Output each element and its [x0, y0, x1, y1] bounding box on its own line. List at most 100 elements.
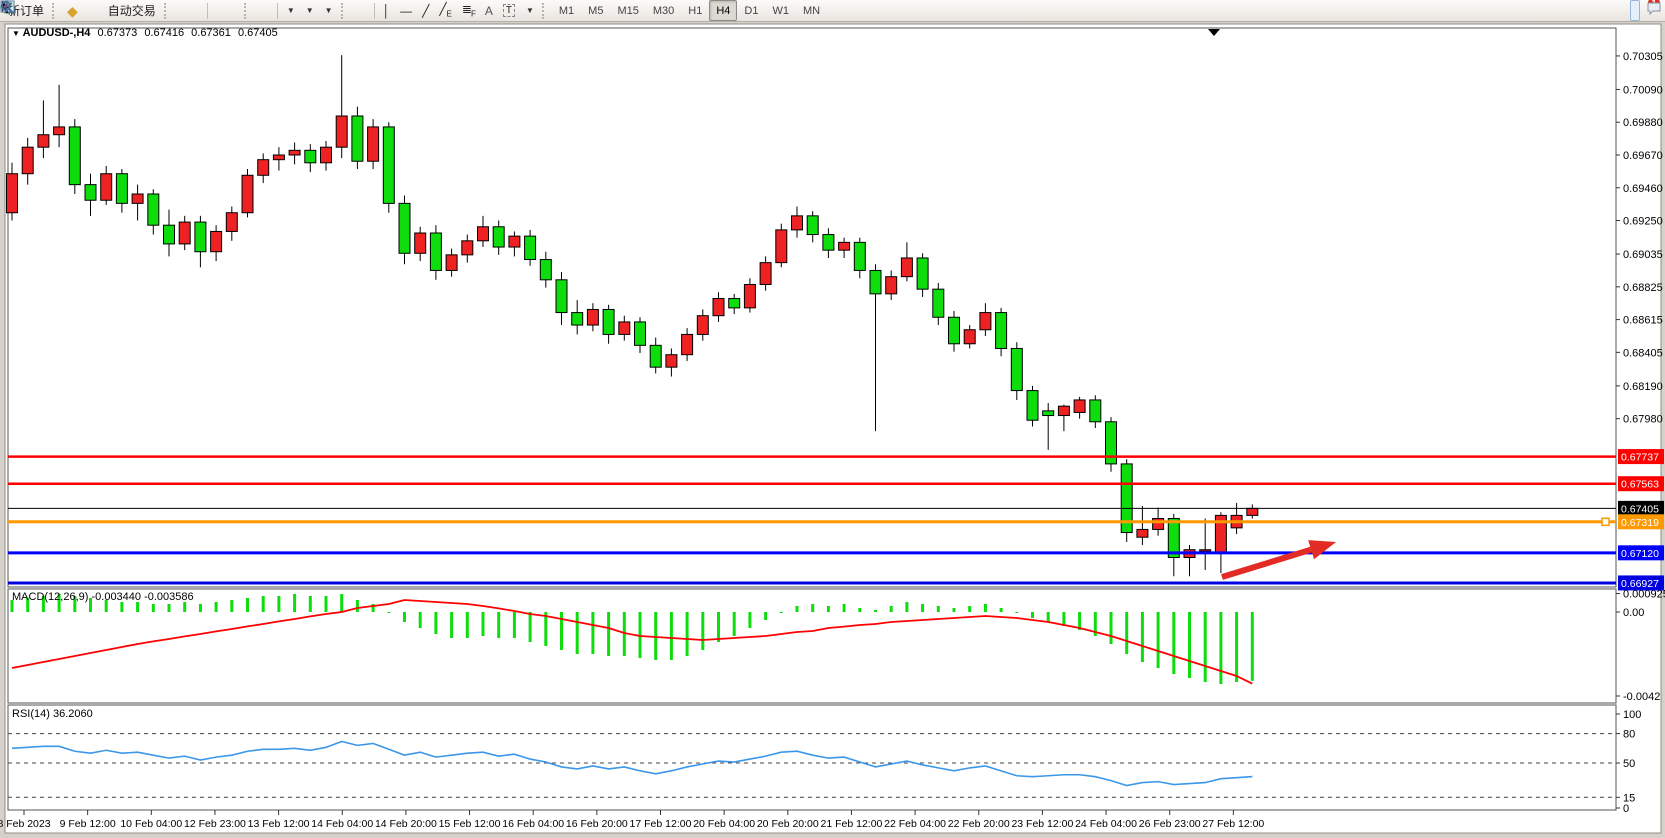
notifications-button[interactable]: 1: [1646, 0, 1661, 21]
hline-tool-button[interactable]: —: [395, 0, 417, 21]
channel-icon: ╱E: [439, 1, 452, 19]
svg-text:14 Feb 20:00: 14 Feb 20:00: [375, 818, 437, 830]
annotation-arrow[interactable]: [1221, 540, 1336, 580]
toolbar-grip: [163, 2, 171, 19]
svg-text:22 Feb 20:00: 22 Feb 20:00: [948, 818, 1010, 830]
main-toolbar: 新订单 ◆ 自动交易: [0, 0, 1665, 22]
macd-signal-line: [11, 599, 1253, 685]
svg-text:0.69250: 0.69250: [1623, 216, 1663, 228]
timeframe-m1-button[interactable]: M1: [558, 4, 575, 17]
rsi-indicator-label: RSI(14) 36.2060: [12, 708, 93, 720]
svg-text:0.68615: 0.68615: [1623, 315, 1663, 327]
main-pane: [7, 27, 1617, 588]
chart-title-bar[interactable]: ▼ AUDUSD-,H4 0.67373 0.67416 0.67361 0.6…: [12, 27, 278, 39]
svg-text:14 Feb 04:00: 14 Feb 04:00: [311, 818, 373, 830]
timeframe-d1-button[interactable]: D1: [744, 4, 759, 17]
chevron-down-icon: ▼: [324, 6, 333, 15]
rsi-pane: [7, 704, 1617, 811]
candle-chart-button[interactable]: [1, 0, 194, 21]
arrange-charts-button[interactable]: [0, 0, 264, 21]
toolbar-separator: [373, 2, 375, 19]
step-chart-button[interactable]: [0, 0, 274, 21]
timeframe-m30-button[interactable]: M30: [652, 4, 675, 17]
search-button[interactable]: [1, 0, 1640, 21]
add-indicator-button[interactable]: ▼: [0, 0, 300, 21]
periods-button[interactable]: ▼: [0, 0, 319, 21]
price-badge: [1618, 514, 1664, 530]
chevron-down-icon: ▼: [305, 6, 314, 15]
chat-icon: [1647, 2, 1661, 15]
svg-text:15: 15: [1623, 792, 1635, 804]
svg-text:13 Feb 12:00: 13 Feb 12:00: [248, 818, 310, 830]
price-badge: [1618, 575, 1664, 591]
line-chart-button[interactable]: [0, 0, 204, 21]
svg-text:24 Feb 04:00: 24 Feb 04:00: [1075, 818, 1137, 830]
timeframe-m15-button[interactable]: M15: [617, 4, 639, 17]
ohlc-close: 0.67405: [237, 27, 278, 39]
toolbar-grip: [243, 2, 251, 19]
svg-text:21 Feb 12:00: 21 Feb 12:00: [821, 818, 883, 830]
trendline-tool-button[interactable]: ╱: [417, 0, 434, 21]
svg-text:0.70305: 0.70305: [1623, 51, 1663, 63]
timeframe-h1-button[interactable]: H1: [688, 4, 703, 17]
svg-text:0.67563: 0.67563: [1621, 479, 1659, 491]
ohlc-low: 0.67361: [191, 27, 231, 39]
svg-text:-0.0042: -0.0042: [1623, 691, 1660, 703]
timeframe-h4-button[interactable]: H4: [709, 0, 738, 21]
svg-text:0.67319: 0.67319: [1621, 517, 1659, 529]
svg-text:26 Feb 23:00: 26 Feb 23:00: [1139, 818, 1201, 830]
gold-icon: ◆: [67, 2, 78, 19]
auto-trading-button[interactable]: 自动交易: [0, 0, 161, 21]
zoom-out-button[interactable]: [1, 0, 231, 21]
svg-text:10 Feb 04:00: 10 Feb 04:00: [120, 818, 182, 830]
svg-text:0.67120: 0.67120: [1621, 548, 1659, 560]
shapes-tool-button[interactable]: ▼: [1, 0, 539, 21]
zoom-in-button[interactable]: [1, 0, 221, 21]
trendline-icon: ╱: [422, 3, 430, 18]
label-tool-button[interactable]: T: [498, 0, 520, 21]
timeframe-m5-button[interactable]: M5: [588, 4, 604, 17]
svg-text:0: 0: [1623, 803, 1629, 815]
svg-text:27 Feb 12:00: 27 Feb 12:00: [1202, 818, 1264, 830]
new-order-label: 新订单: [8, 4, 45, 18]
chevron-down-icon: ▼: [286, 6, 295, 15]
tile-windows-button[interactable]: [1, 0, 241, 21]
terminal-button[interactable]: [0, 0, 93, 21]
templates-button[interactable]: ▼: [0, 0, 338, 21]
bar-chart-button[interactable]: [1, 0, 184, 21]
svg-text:20 Feb 04:00: 20 Feb 04:00: [693, 818, 755, 830]
vline-tool-button[interactable]: │: [378, 0, 396, 21]
text-icon: A: [484, 3, 493, 18]
macd-values: -0.003440 -0.003586: [91, 591, 194, 603]
timeframe-mn-button[interactable]: MN: [802, 4, 821, 17]
timeframe-w1-button[interactable]: W1: [772, 4, 789, 17]
horizontal-levels: 0.67737 0.67563 0.67405 0.67319 0.67120 0.669…: [8, 449, 1664, 591]
svg-text:0.67980: 0.67980: [1623, 414, 1663, 426]
macd-indicator-label: MACD(12,26,9) -0.003440 -0.003586: [12, 591, 194, 603]
crosshair-tool-button[interactable]: [1, 0, 371, 21]
svg-text:100: 100: [1623, 709, 1641, 721]
date-axis: 8 Feb 2023 9 Feb 12:00 10 Feb 04:00 12 Feb …: [0, 810, 1264, 830]
channel-tool-button[interactable]: ╱E: [434, 0, 457, 21]
svg-text:8 Feb 2023: 8 Feb 2023: [0, 818, 51, 830]
text-tool-button[interactable]: A: [480, 0, 498, 21]
rsi-axis: 100 80 50 150: [8, 709, 1641, 815]
fibonacci-tool-button[interactable]: ≣F: [457, 0, 480, 21]
collapse-icon[interactable]: ▼: [12, 29, 20, 38]
svg-text:20 Feb 20:00: 20 Feb 20:00: [757, 818, 819, 830]
svg-text:12 Feb 23:00: 12 Feb 23:00: [184, 818, 246, 830]
price-badge: [1618, 449, 1664, 465]
signals-button[interactable]: [0, 0, 103, 21]
rsi-value: 36.2060: [52, 708, 93, 720]
market-watch-button[interactable]: ◆: [62, 0, 83, 21]
svg-text:16 Feb 20:00: 16 Feb 20:00: [566, 818, 628, 830]
symbol-period-label: AUDUSD-,H4: [22, 27, 91, 39]
hline-icon: —: [400, 3, 413, 18]
svg-text:0.000925: 0.000925: [1623, 589, 1665, 601]
toolbar-separator: [206, 2, 208, 19]
svg-text:16 Feb 04:00: 16 Feb 04:00: [502, 818, 564, 830]
svg-text:0.67737: 0.67737: [1621, 452, 1659, 464]
cursor-tool-button[interactable]: [2, 0, 361, 21]
svg-text:0.68405: 0.68405: [1623, 347, 1663, 359]
